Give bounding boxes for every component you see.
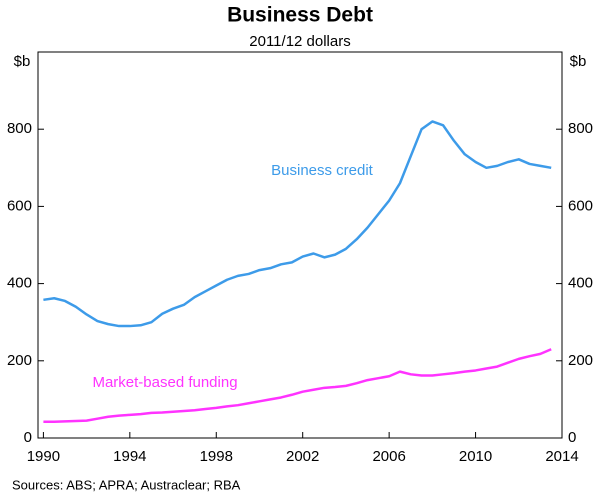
source-note: Sources: ABS; APRA; Austraclear; RBA: [12, 477, 241, 492]
x-tick-label: 2010: [459, 448, 492, 465]
y-tick-label: 0: [24, 429, 32, 446]
x-tick-label: 2006: [372, 448, 405, 465]
x-tick-label: 2014: [545, 448, 578, 465]
y-tick-label: 600: [7, 197, 32, 214]
y2-tick-label: 400: [568, 275, 593, 292]
chart-subtitle: 2011/12 dollars: [249, 33, 350, 50]
x-tick-label: 2002: [286, 448, 319, 465]
series-label: Market-based funding: [92, 374, 237, 391]
x-tick-label: 1994: [113, 448, 146, 465]
series-line: [43, 120, 552, 328]
y2-tick-label: 800: [568, 120, 593, 137]
x-tick-label: 1990: [27, 448, 60, 465]
series-label: Business credit: [271, 162, 374, 179]
y2-tick-label: 200: [568, 352, 593, 369]
y2-tick-label: 600: [568, 197, 593, 214]
plot-frame: [37, 51, 563, 439]
chart-title: Business Debt: [227, 4, 373, 27]
y-axis-label: $b: [14, 53, 31, 70]
y2-axis-label: $b: [570, 53, 587, 70]
y-tick-label: 200: [7, 352, 32, 369]
y2-tick-label: 0: [568, 429, 576, 446]
x-tick-label: 1998: [200, 448, 233, 465]
y-tick-label: 800: [7, 120, 32, 137]
y-tick-label: 400: [7, 275, 32, 292]
series-line: [43, 348, 552, 424]
